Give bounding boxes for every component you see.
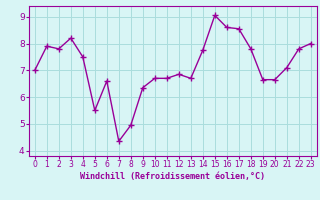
X-axis label: Windchill (Refroidissement éolien,°C): Windchill (Refroidissement éolien,°C) xyxy=(80,172,265,181)
